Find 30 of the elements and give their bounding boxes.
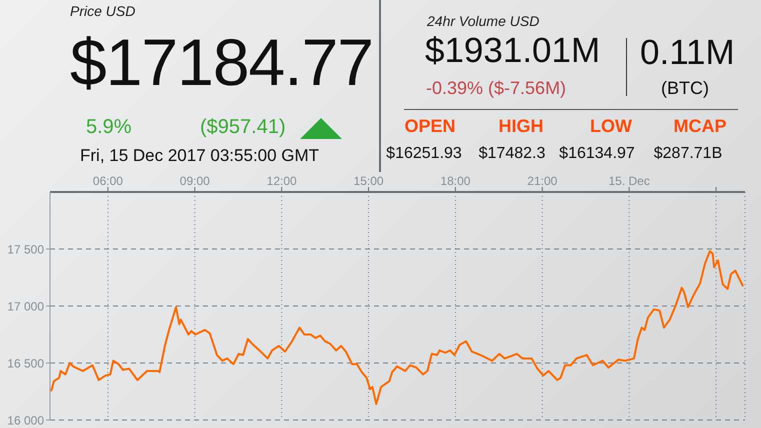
text: 5.9% — [86, 116, 132, 138]
x-tick-label: 15:00 — [354, 174, 384, 188]
text: HIGH — [498, 116, 544, 137]
text: $16134.97 — [559, 145, 635, 163]
x-tick-label: 09:00 — [180, 174, 210, 188]
text: Fri, 15 Dec 2017 03:55:00 GMT — [80, 146, 320, 166]
text: -0.39% ($-7.56M) — [426, 78, 566, 99]
text: Price USD — [70, 3, 136, 20]
text: LOW — [590, 116, 632, 137]
text: 0.11M — [640, 33, 735, 72]
text: $17184.77 — [70, 25, 373, 99]
y-tick-label: 17 500 — [7, 242, 44, 256]
x-tick-label: 12:00 — [266, 174, 298, 188]
x-tick-label: 18:00 — [440, 174, 471, 188]
text: (BTC) — [661, 78, 709, 99]
text: $17482.3 — [478, 145, 546, 163]
y-tick-label: 16 500 — [7, 356, 44, 370]
text: $287.71B — [654, 145, 722, 163]
line-series — [50, 250, 744, 406]
y-tick-label: 17 000 — [7, 299, 44, 314]
text: ($957.41) — [200, 116, 286, 138]
y-tick-label: 16 000 — [7, 413, 44, 428]
text: $1931.01M — [425, 31, 600, 70]
text: OPEN — [404, 116, 456, 137]
text: $16251.93 — [386, 145, 462, 163]
x-tick-label: 15. Dec — [608, 174, 650, 188]
x-tick-label: 21:00 — [527, 174, 558, 188]
text: 24hr Volume USD — [427, 13, 540, 30]
text: MCAP — [674, 116, 726, 137]
x-tick-label: 06:00 — [92, 174, 124, 188]
